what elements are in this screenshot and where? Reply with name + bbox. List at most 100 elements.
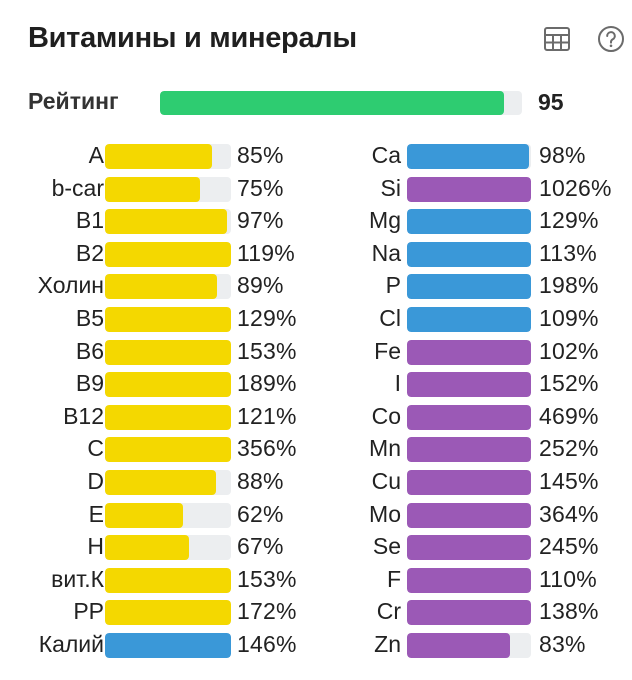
vitamin-row: H 67% [0, 532, 632, 564]
nutrient-label: Se [372, 533, 401, 560]
nutrient-percent: 198% [539, 272, 599, 299]
nutrient-bar-fill [407, 241, 531, 267]
nutrient-bar [105, 470, 231, 495]
mineral-row: Fe 102% [0, 337, 632, 369]
nutrient-label: B12 [63, 402, 104, 429]
page-title: Витамины и минералы [28, 22, 357, 54]
nutrient-percent: 98% [539, 142, 586, 168]
nutrient-bar-fill [407, 176, 531, 202]
nutrient-bar [407, 339, 531, 365]
nutrient-percent: 110% [539, 565, 597, 592]
mineral-row: Ca 98% [0, 141, 632, 173]
nutrient-bar [407, 241, 531, 267]
nutrient-bar-fill [407, 372, 531, 398]
nutrient-bar-fill [105, 307, 231, 332]
mineral-row: Mo 364% [0, 500, 632, 532]
rating-label: Рейтинг [28, 88, 119, 114]
nutrient-bar-fill [407, 404, 531, 430]
table-icon[interactable] [542, 24, 572, 54]
nutrient-percent: 172% [237, 598, 297, 625]
nutrient-percent: 89% [237, 272, 284, 299]
nutrient-percent: 119% [237, 239, 295, 266]
nutrient-label: Si [380, 174, 401, 201]
nutrient-bar-fill [407, 339, 531, 365]
nutrient-bar [407, 209, 531, 235]
vitamin-row: B2 119% [0, 239, 632, 271]
vitamin-row: Холин 89% [0, 271, 632, 303]
nutrient-bar-fill [105, 274, 218, 300]
nutrient-bar [407, 535, 531, 561]
nutrient-label: P [385, 272, 401, 299]
nutrient-label: F [386, 565, 401, 592]
vitamin-row: B9 189% [0, 369, 632, 401]
nutrient-percent: 1026% [539, 174, 612, 201]
vitamin-row: вит.К 153% [0, 565, 632, 597]
nutrient-label: Zn [374, 631, 401, 657]
nutrient-bar [105, 274, 231, 300]
nutrient-bar [407, 372, 531, 398]
help-icon[interactable] [596, 24, 626, 54]
nutrient-bar [105, 633, 231, 658]
nutrient-bar [105, 567, 231, 593]
nutrient-bar [407, 404, 531, 430]
nutrient-label: A [88, 142, 104, 168]
nutrient-bar-fill [407, 567, 531, 593]
nutrient-label: D [87, 468, 104, 494]
rating-value: 95 [538, 89, 564, 115]
mineral-row: Co 469% [0, 402, 632, 434]
mineral-row: Se 245% [0, 532, 632, 564]
nutrient-bar-fill [407, 502, 531, 528]
nutrient-bar [105, 176, 231, 202]
nutrient-label: B2 [75, 239, 104, 266]
vitamin-row: B6 153% [0, 337, 632, 369]
nutrient-bar-fill [105, 241, 231, 267]
nutrient-label: Co [371, 402, 401, 429]
nutrient-bar [407, 144, 531, 169]
nutrient-bar [105, 372, 231, 398]
nutrient-percent: 245% [539, 533, 599, 560]
nutrient-bar-fill [407, 307, 531, 332]
nutrient-bar [105, 209, 231, 235]
nutrient-bar-fill [407, 437, 531, 463]
nutrient-percent: 252% [539, 435, 599, 462]
rating-row: Рейтинг 95 [28, 86, 608, 118]
nutrient-bar-fill [105, 404, 231, 430]
nutrient-bar-fill [105, 535, 190, 561]
nutrient-bar-fill [407, 600, 531, 626]
nutrient-percent: 469% [539, 402, 599, 429]
rating-bar-fill [160, 91, 504, 115]
nutrient-percent: 153% [237, 337, 297, 364]
nutrient-bar-fill [407, 144, 529, 169]
nutrient-percent: 153% [237, 565, 297, 592]
nutrient-label: Cr [376, 598, 401, 625]
mineral-row: Si 1026% [0, 174, 632, 206]
mineral-row: Mn 252% [0, 434, 632, 466]
nutrient-bar-fill [407, 274, 531, 300]
nutrient-bar [407, 600, 531, 626]
nutrient-percent: 102% [539, 337, 599, 364]
nutrient-bar [105, 307, 231, 332]
nutrient-bar [105, 600, 231, 626]
nutrient-label: Fe [374, 337, 401, 364]
nutrient-label: Mn [369, 435, 401, 462]
nutrient-bar [105, 535, 231, 561]
nutrient-bar [407, 437, 531, 463]
mineral-row: Zn 83% [0, 630, 632, 662]
nutrient-bar-fill [105, 502, 184, 528]
nutrient-percent: 113% [539, 239, 597, 266]
mineral-row: Cr 138% [0, 597, 632, 629]
nutrient-label: Холин [37, 272, 104, 299]
nutrient-percent: 356% [237, 435, 297, 462]
nutrient-bar-fill [407, 470, 531, 495]
header: Витамины и минералы [28, 20, 632, 60]
nutrient-bar [407, 502, 531, 528]
nutrient-bar-fill [105, 209, 228, 235]
nutrient-bar [105, 339, 231, 365]
nutrient-percent: 146% [237, 631, 297, 657]
nutrient-bar-fill [105, 633, 231, 658]
nutrient-percent: 109% [539, 305, 599, 331]
mineral-row: Na 113% [0, 239, 632, 271]
vitamin-row: C 356% [0, 434, 632, 466]
nutrient-bar [105, 241, 231, 267]
nutrient-bar [407, 274, 531, 300]
